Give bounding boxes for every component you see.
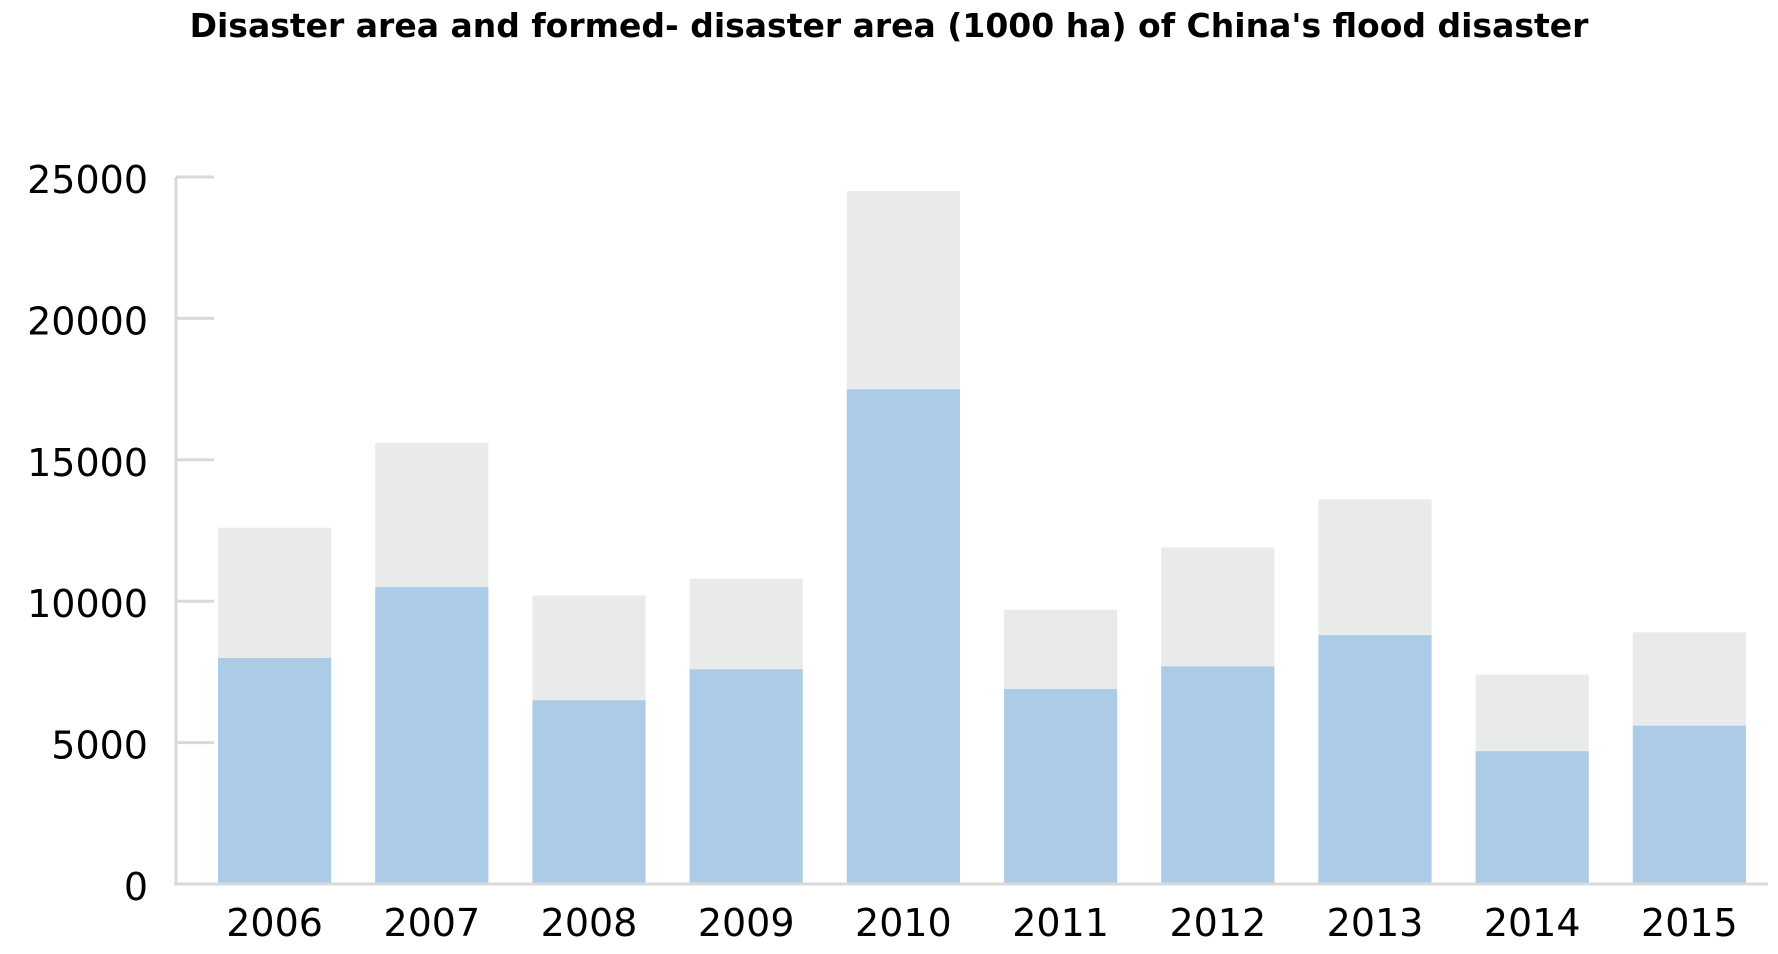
bar-2010-series-2 xyxy=(846,191,960,390)
bar-2010-series-1 xyxy=(846,389,960,884)
bar-2014-series-2 xyxy=(1475,674,1589,752)
bar-2011-series-1 xyxy=(1004,688,1118,884)
labels-group: 2006 2007 2008 2009 2010 2011 2012 2013 2014 2015… xyxy=(27,158,1738,945)
bar-2007-series-2 xyxy=(375,442,489,587)
bar-2008-series-1 xyxy=(532,700,646,884)
y-tick-label-5000: 5000 xyxy=(51,724,148,768)
bar-2006-series-2 xyxy=(218,527,332,658)
x-tick-label-2009: 2009 xyxy=(698,901,795,945)
y-tick-label-25000: 25000 xyxy=(27,158,148,202)
chart-title: Disaster area and formed- disaster area … xyxy=(189,6,1589,45)
bar-2013-series-1 xyxy=(1318,635,1432,884)
x-tick-label-2013: 2013 xyxy=(1327,901,1424,945)
bar-2012-series-1 xyxy=(1161,666,1275,884)
bar-2015-series-2 xyxy=(1632,632,1746,726)
y-tick-label-15000: 15000 xyxy=(27,441,148,485)
bar-2006-series-1 xyxy=(218,657,332,884)
bar-2008-series-2 xyxy=(532,595,646,701)
bar-2014-series-1 xyxy=(1475,751,1589,884)
x-tick-label-2012: 2012 xyxy=(1169,901,1266,945)
x-tick-label-2007: 2007 xyxy=(383,901,480,945)
x-tick-label-2006: 2006 xyxy=(226,901,323,945)
bar-2009-series-1 xyxy=(689,669,803,884)
bar-2015-series-1 xyxy=(1632,725,1746,884)
y-tick-label-0: 0 xyxy=(124,865,148,909)
bar-2011-series-2 xyxy=(1004,609,1118,689)
x-tick-label-2011: 2011 xyxy=(1012,901,1109,945)
x-tick-label-2015: 2015 xyxy=(1641,901,1738,945)
y-tick-label-20000: 20000 xyxy=(27,299,148,343)
bar-2009-series-2 xyxy=(689,578,803,670)
bar-2007-series-1 xyxy=(375,587,489,884)
x-tick-label-2014: 2014 xyxy=(1484,901,1581,945)
x-tick-label-2008: 2008 xyxy=(541,901,638,945)
axes-group xyxy=(174,175,1768,886)
bars-group xyxy=(218,191,1746,884)
x-tick-label-2010: 2010 xyxy=(855,901,952,945)
bar-2012-series-2 xyxy=(1161,547,1275,667)
bar-2013-series-2 xyxy=(1318,499,1432,636)
y-tick-label-10000: 10000 xyxy=(27,582,148,626)
